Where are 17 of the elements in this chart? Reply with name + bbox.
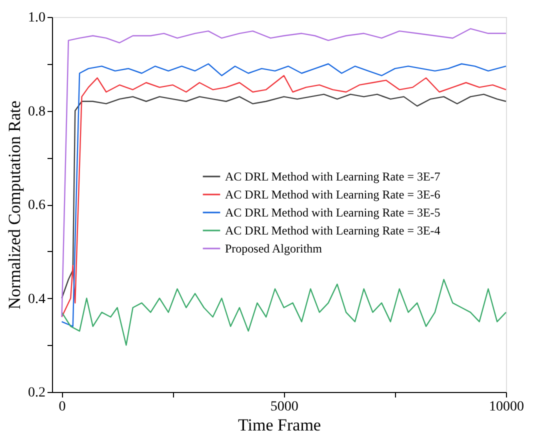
y-tick-label: 0.6 bbox=[28, 198, 46, 213]
legend-label: AC DRL Method with Learning Rate = 3E-5 bbox=[225, 206, 440, 220]
x-tick-label: 5000 bbox=[270, 400, 298, 414]
legend-label: Proposed Algorithm bbox=[225, 242, 323, 256]
y-tick-label: 0.4 bbox=[28, 292, 46, 307]
x-tick-label: 0 bbox=[58, 400, 66, 414]
y-axis-title: Normalized Computation Rate bbox=[5, 100, 24, 310]
y-tick-label: 0.8 bbox=[28, 104, 46, 120]
line-series bbox=[61, 278, 507, 346]
y-tick-label: 0.2 bbox=[28, 386, 46, 400]
legend-label: AC DRL Method with Learning Rate = 3E-4 bbox=[225, 224, 440, 238]
legend-label: AC DRL Method with Learning Rate = 3E-7 bbox=[225, 170, 440, 184]
x-tick-label: 10000 bbox=[489, 400, 524, 414]
line-series bbox=[61, 94, 507, 299]
x-axis-title: Time Frame bbox=[238, 416, 321, 434]
legend-label: AC DRL Method with Learning Rate = 3E-6 bbox=[225, 188, 440, 202]
y-tick-label: 1.0 bbox=[28, 10, 46, 26]
